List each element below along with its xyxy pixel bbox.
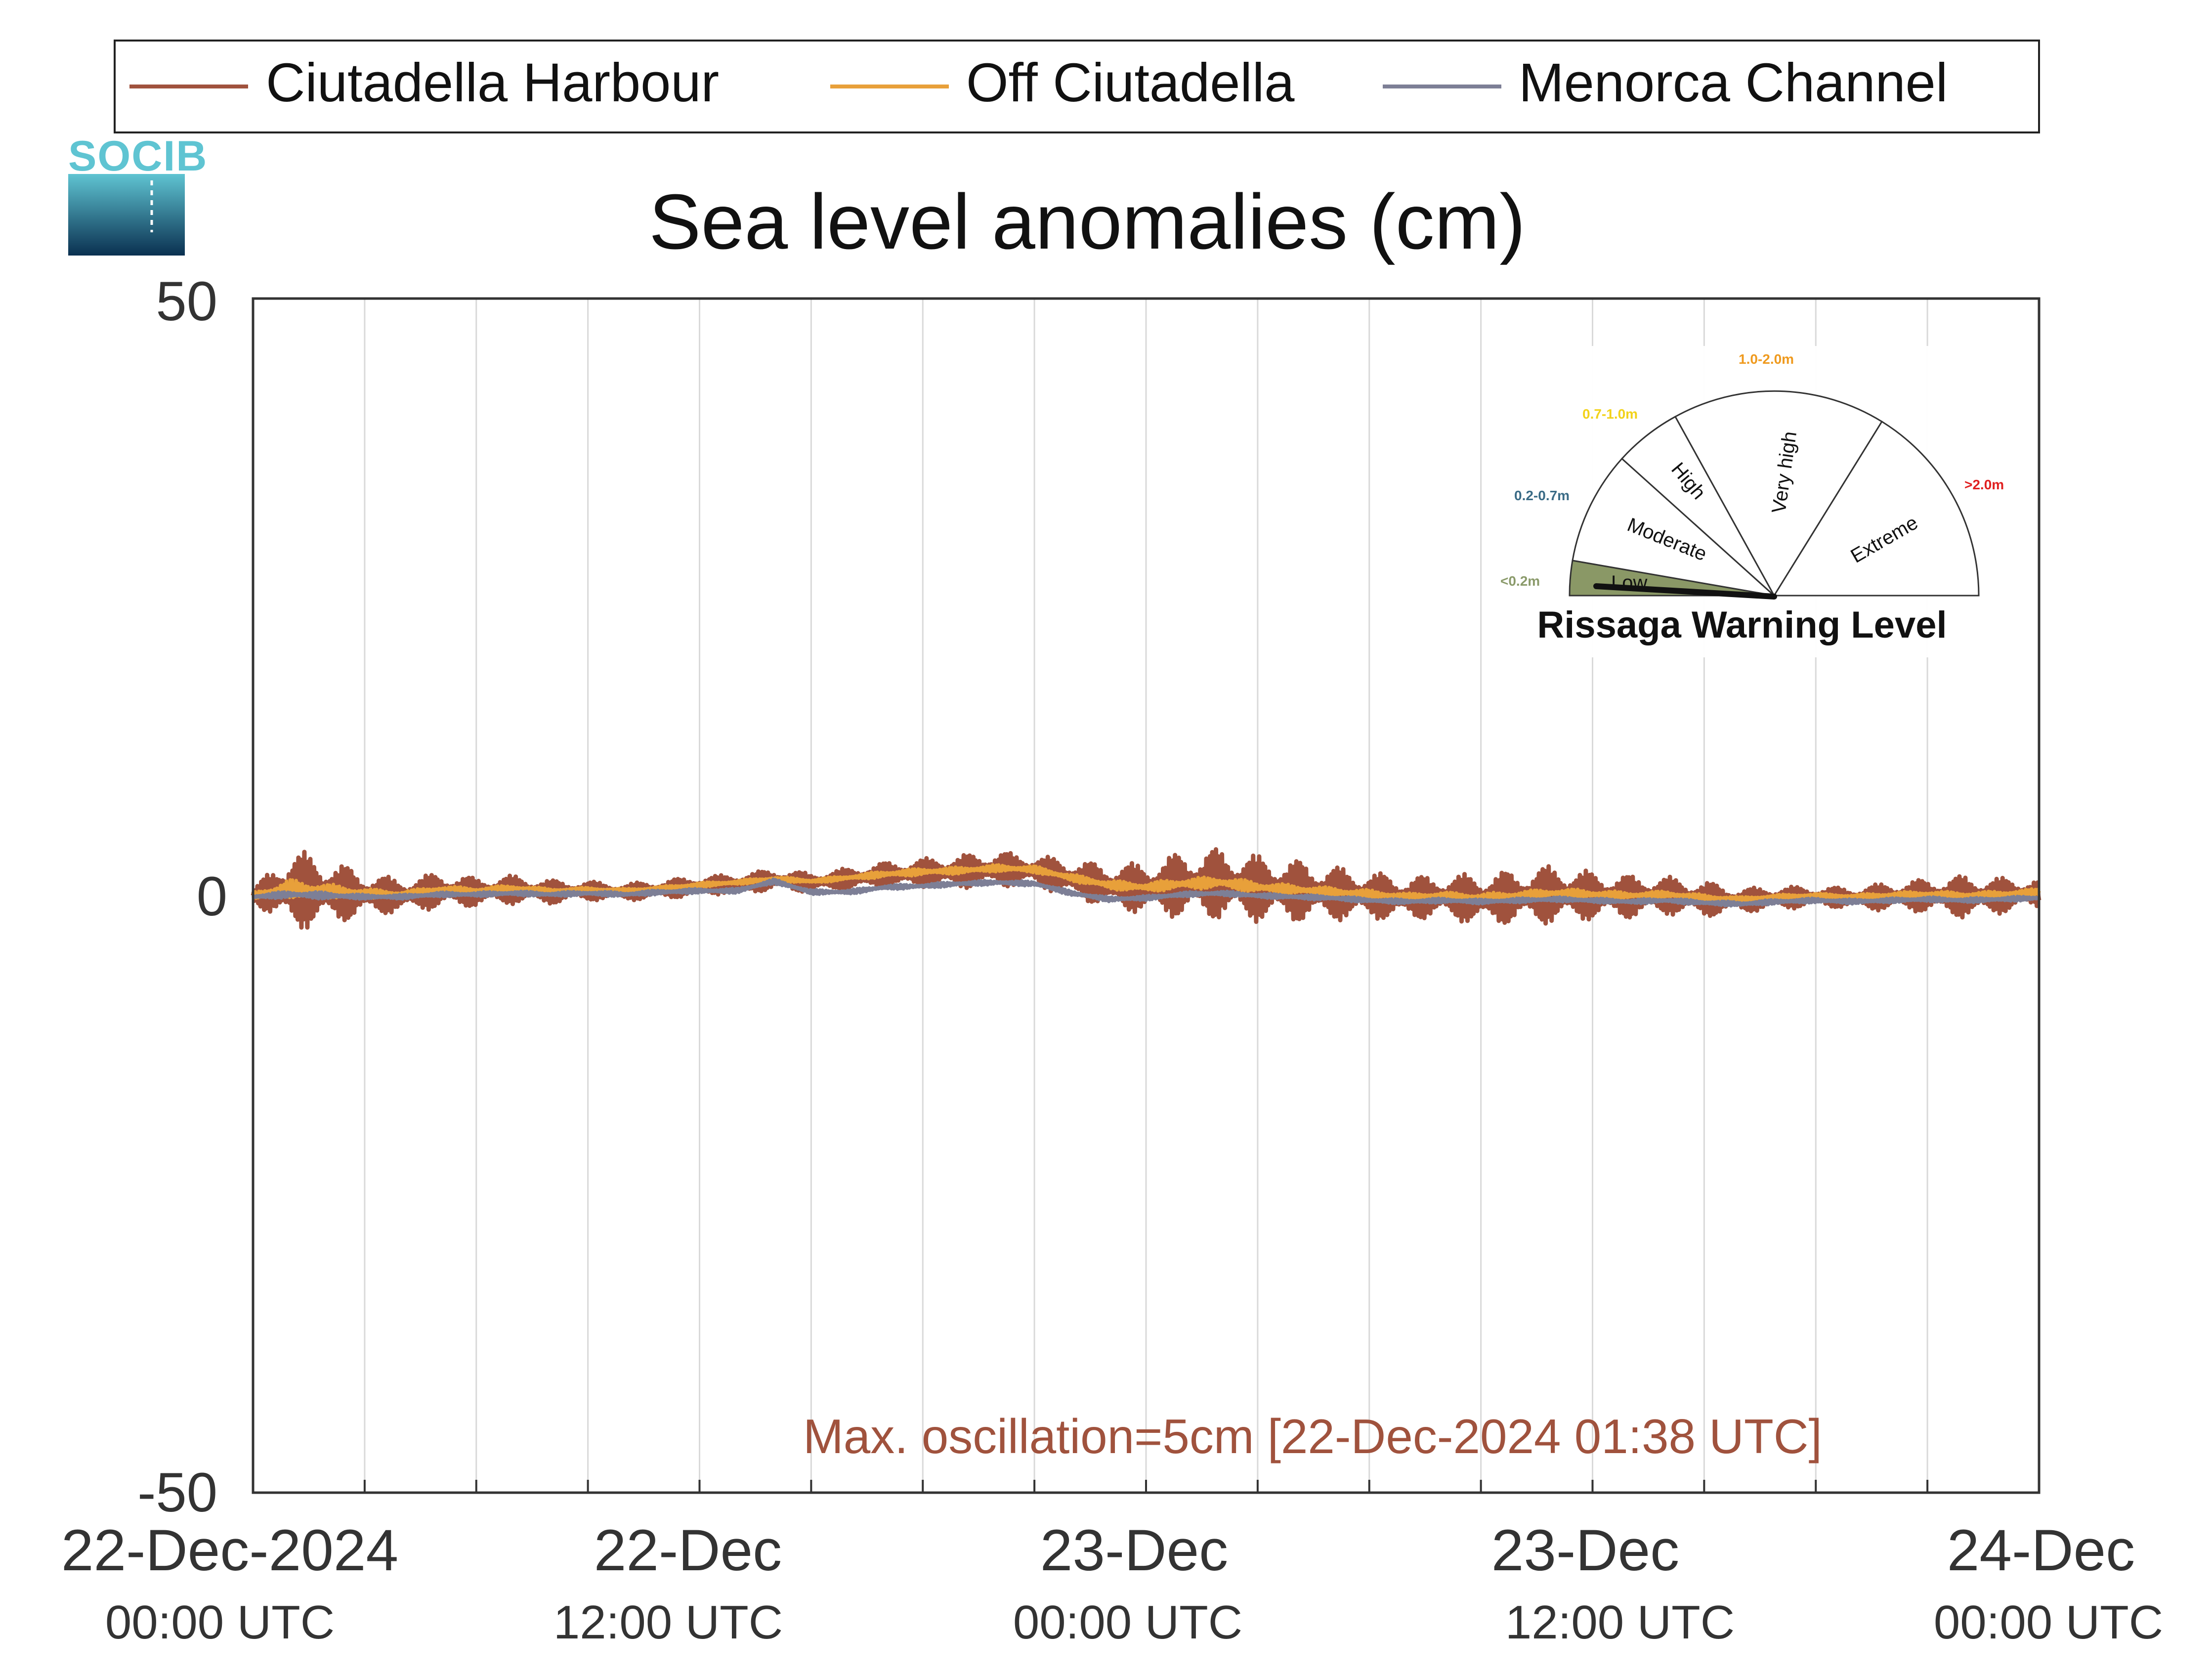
x-tick-date-0: 22-Dec-2024 <box>61 1518 398 1583</box>
gauge-segment-extreme <box>1773 420 1980 597</box>
x-tick-date-1: 22-Dec <box>594 1518 782 1583</box>
x-ticks <box>363 1480 1929 1493</box>
gauge-segment-moderate <box>1572 457 1777 597</box>
legend-label-off-ciutadella: Off Ciutadella <box>966 52 1295 113</box>
chart-title: Sea level anomalies (cm) <box>649 178 1526 265</box>
x-tick-date-3: 23-Dec <box>1491 1518 1679 1583</box>
socib-logo: SOCIB <box>68 132 208 256</box>
gauge-range-moderate: 0.2-0.7m <box>1514 488 1570 503</box>
legend-label-ciutadella-harbour: Ciutadella Harbour <box>266 52 719 113</box>
x-tick-date-4: 24-Dec <box>1947 1518 2135 1583</box>
x-tick-time-2: 00:00 UTC <box>1013 1596 1242 1649</box>
gauge-title: Rissaga Warning Level <box>1537 604 1947 646</box>
gauge-range-extreme: >2.0m <box>1964 477 2004 492</box>
y-tick-label-bottom: -50 <box>137 1462 217 1523</box>
rissaga-gauge: Low Moderate High Very high Extreme <0.2… <box>1492 346 2016 657</box>
series-line-off-ciutadella <box>251 863 2041 904</box>
max-oscillation-annotation: Max. oscillation=5cm [22-Dec-2024 01:38 … <box>803 1409 1822 1463</box>
x-tick-time-4: 00:00 UTC <box>1934 1596 2163 1649</box>
gauge-range-very-high: 1.0-2.0m <box>1739 351 1794 367</box>
x-tick-date-2: 23-Dec <box>1040 1518 1228 1583</box>
gauge-needle <box>1593 583 1777 600</box>
gauge-segment-high <box>1620 415 1775 597</box>
legend-label-menorca-channel: Menorca Channel <box>1519 52 1948 113</box>
gauge-segment-very-high <box>1674 390 1883 597</box>
legend-box <box>114 40 2040 133</box>
x-tick-time-1: 12:00 UTC <box>553 1596 783 1649</box>
socib-logo-wave <box>68 174 185 256</box>
y-tick-label-middle: 0 <box>197 865 227 927</box>
x-tick-time-0: 00:00 UTC <box>105 1596 335 1649</box>
socib-logo-text: SOCIB <box>68 132 208 180</box>
gauge-range-high: 0.7-1.0m <box>1582 406 1638 422</box>
y-tick-label-top: 50 <box>156 270 217 332</box>
series-layer <box>251 847 2042 930</box>
x-tick-time-3: 12:00 UTC <box>1505 1596 1735 1649</box>
series-line-menorca-channel <box>251 877 2041 908</box>
legend: Ciutadella Harbour Off Ciutadella Menorc… <box>114 40 2040 133</box>
gauge-range-low: <0.2m <box>1500 573 1540 589</box>
